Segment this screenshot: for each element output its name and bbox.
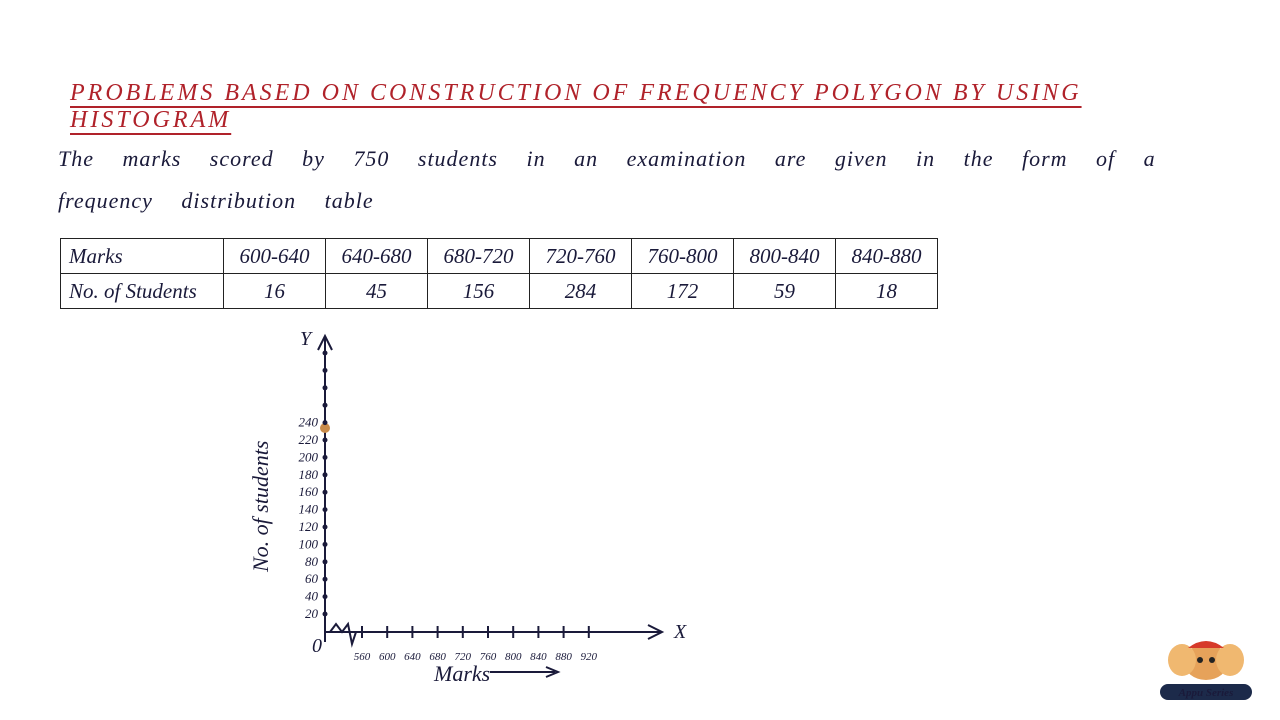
y-tick-dot	[322, 576, 328, 582]
y-tick-label: 60	[305, 571, 319, 586]
logo-art: Appu Series	[1160, 641, 1252, 700]
value-cell: 172	[631, 273, 734, 309]
value-cell: 284	[529, 273, 632, 309]
x-axis-label: Marks	[433, 661, 490, 686]
x-tick-label: 600	[379, 651, 396, 663]
x-tick-label: 840	[530, 651, 547, 663]
axis-dot	[322, 350, 328, 356]
axis-dot	[322, 385, 328, 391]
value-cell: 18	[835, 273, 938, 309]
frequency-table: Marks 600-640 640-680 680-720 720-760 760-800…	[60, 238, 938, 309]
y-tick-dot	[322, 507, 328, 513]
value-cell: 45	[325, 273, 428, 309]
origin-label: 0	[312, 635, 322, 657]
y-tick-label: 240	[299, 415, 319, 430]
y-tick-dot	[322, 524, 328, 530]
logo-text: Appu Series	[1178, 687, 1234, 699]
y-tick-label: 120	[299, 519, 319, 534]
y-tick-label: 40	[305, 589, 319, 604]
y-tick-dot	[322, 489, 328, 495]
x-tick-label: 800	[505, 651, 522, 663]
y-tick-dot	[322, 437, 328, 443]
x-tick-label: 560	[354, 651, 371, 663]
y-tick-dot	[322, 559, 328, 565]
x-tick-label: 640	[404, 651, 421, 663]
y-tick-dot	[322, 541, 328, 547]
table-row: Marks 600-640 640-680 680-720 720-760 760-800…	[60, 238, 938, 274]
logo: Appu Series	[1158, 636, 1254, 702]
y-tick-dot	[322, 454, 328, 460]
header-cell: 720-760	[529, 238, 632, 274]
y-tick-label: 140	[299, 502, 319, 517]
y-tick-label: 220	[299, 432, 319, 447]
y-tick-label: 180	[299, 467, 319, 482]
y-tick-label: 80	[305, 554, 319, 569]
header-cell: 800-840	[733, 238, 836, 274]
y-axis-label: No. of students	[248, 441, 273, 573]
x-tick-label: 760	[480, 651, 497, 663]
y-tick-label: 20	[305, 606, 319, 621]
header-cell: 640-680	[325, 238, 428, 274]
y-tick-label: 100	[299, 536, 319, 551]
page-title: PROBLEMS BASED ON CONSTRUCTION OF FREQUE…	[70, 80, 1082, 133]
description: The marks scored by 750 students in an e…	[58, 146, 1156, 213]
value-cell: 16	[223, 273, 326, 309]
x-axis-name: X	[673, 621, 687, 643]
value-cell: 59	[733, 273, 836, 309]
x-tick-label: 680	[429, 651, 446, 663]
y-tick-label: 200	[299, 449, 319, 464]
header-cell: 680-720	[427, 238, 530, 274]
value-cell: 156	[427, 273, 530, 309]
x-tick-label: 720	[455, 651, 472, 663]
y-axis-name: Y	[300, 328, 313, 350]
y-tick-dot	[322, 611, 328, 617]
x-tick-label: 880	[555, 651, 572, 663]
x-tick-label: 920	[581, 651, 598, 663]
value-cell: No. of Students	[60, 273, 224, 309]
axis-dot	[322, 402, 328, 408]
y-tick-dot	[322, 594, 328, 600]
header-cell: 600-640	[223, 238, 326, 274]
axis-dot	[322, 367, 328, 373]
y-tick-dot	[322, 420, 328, 426]
y-tick-dot	[322, 472, 328, 478]
table-row: No. of Students 16 45 156 284 172 59 18	[60, 273, 938, 309]
y-tick-label: 160	[299, 484, 319, 499]
